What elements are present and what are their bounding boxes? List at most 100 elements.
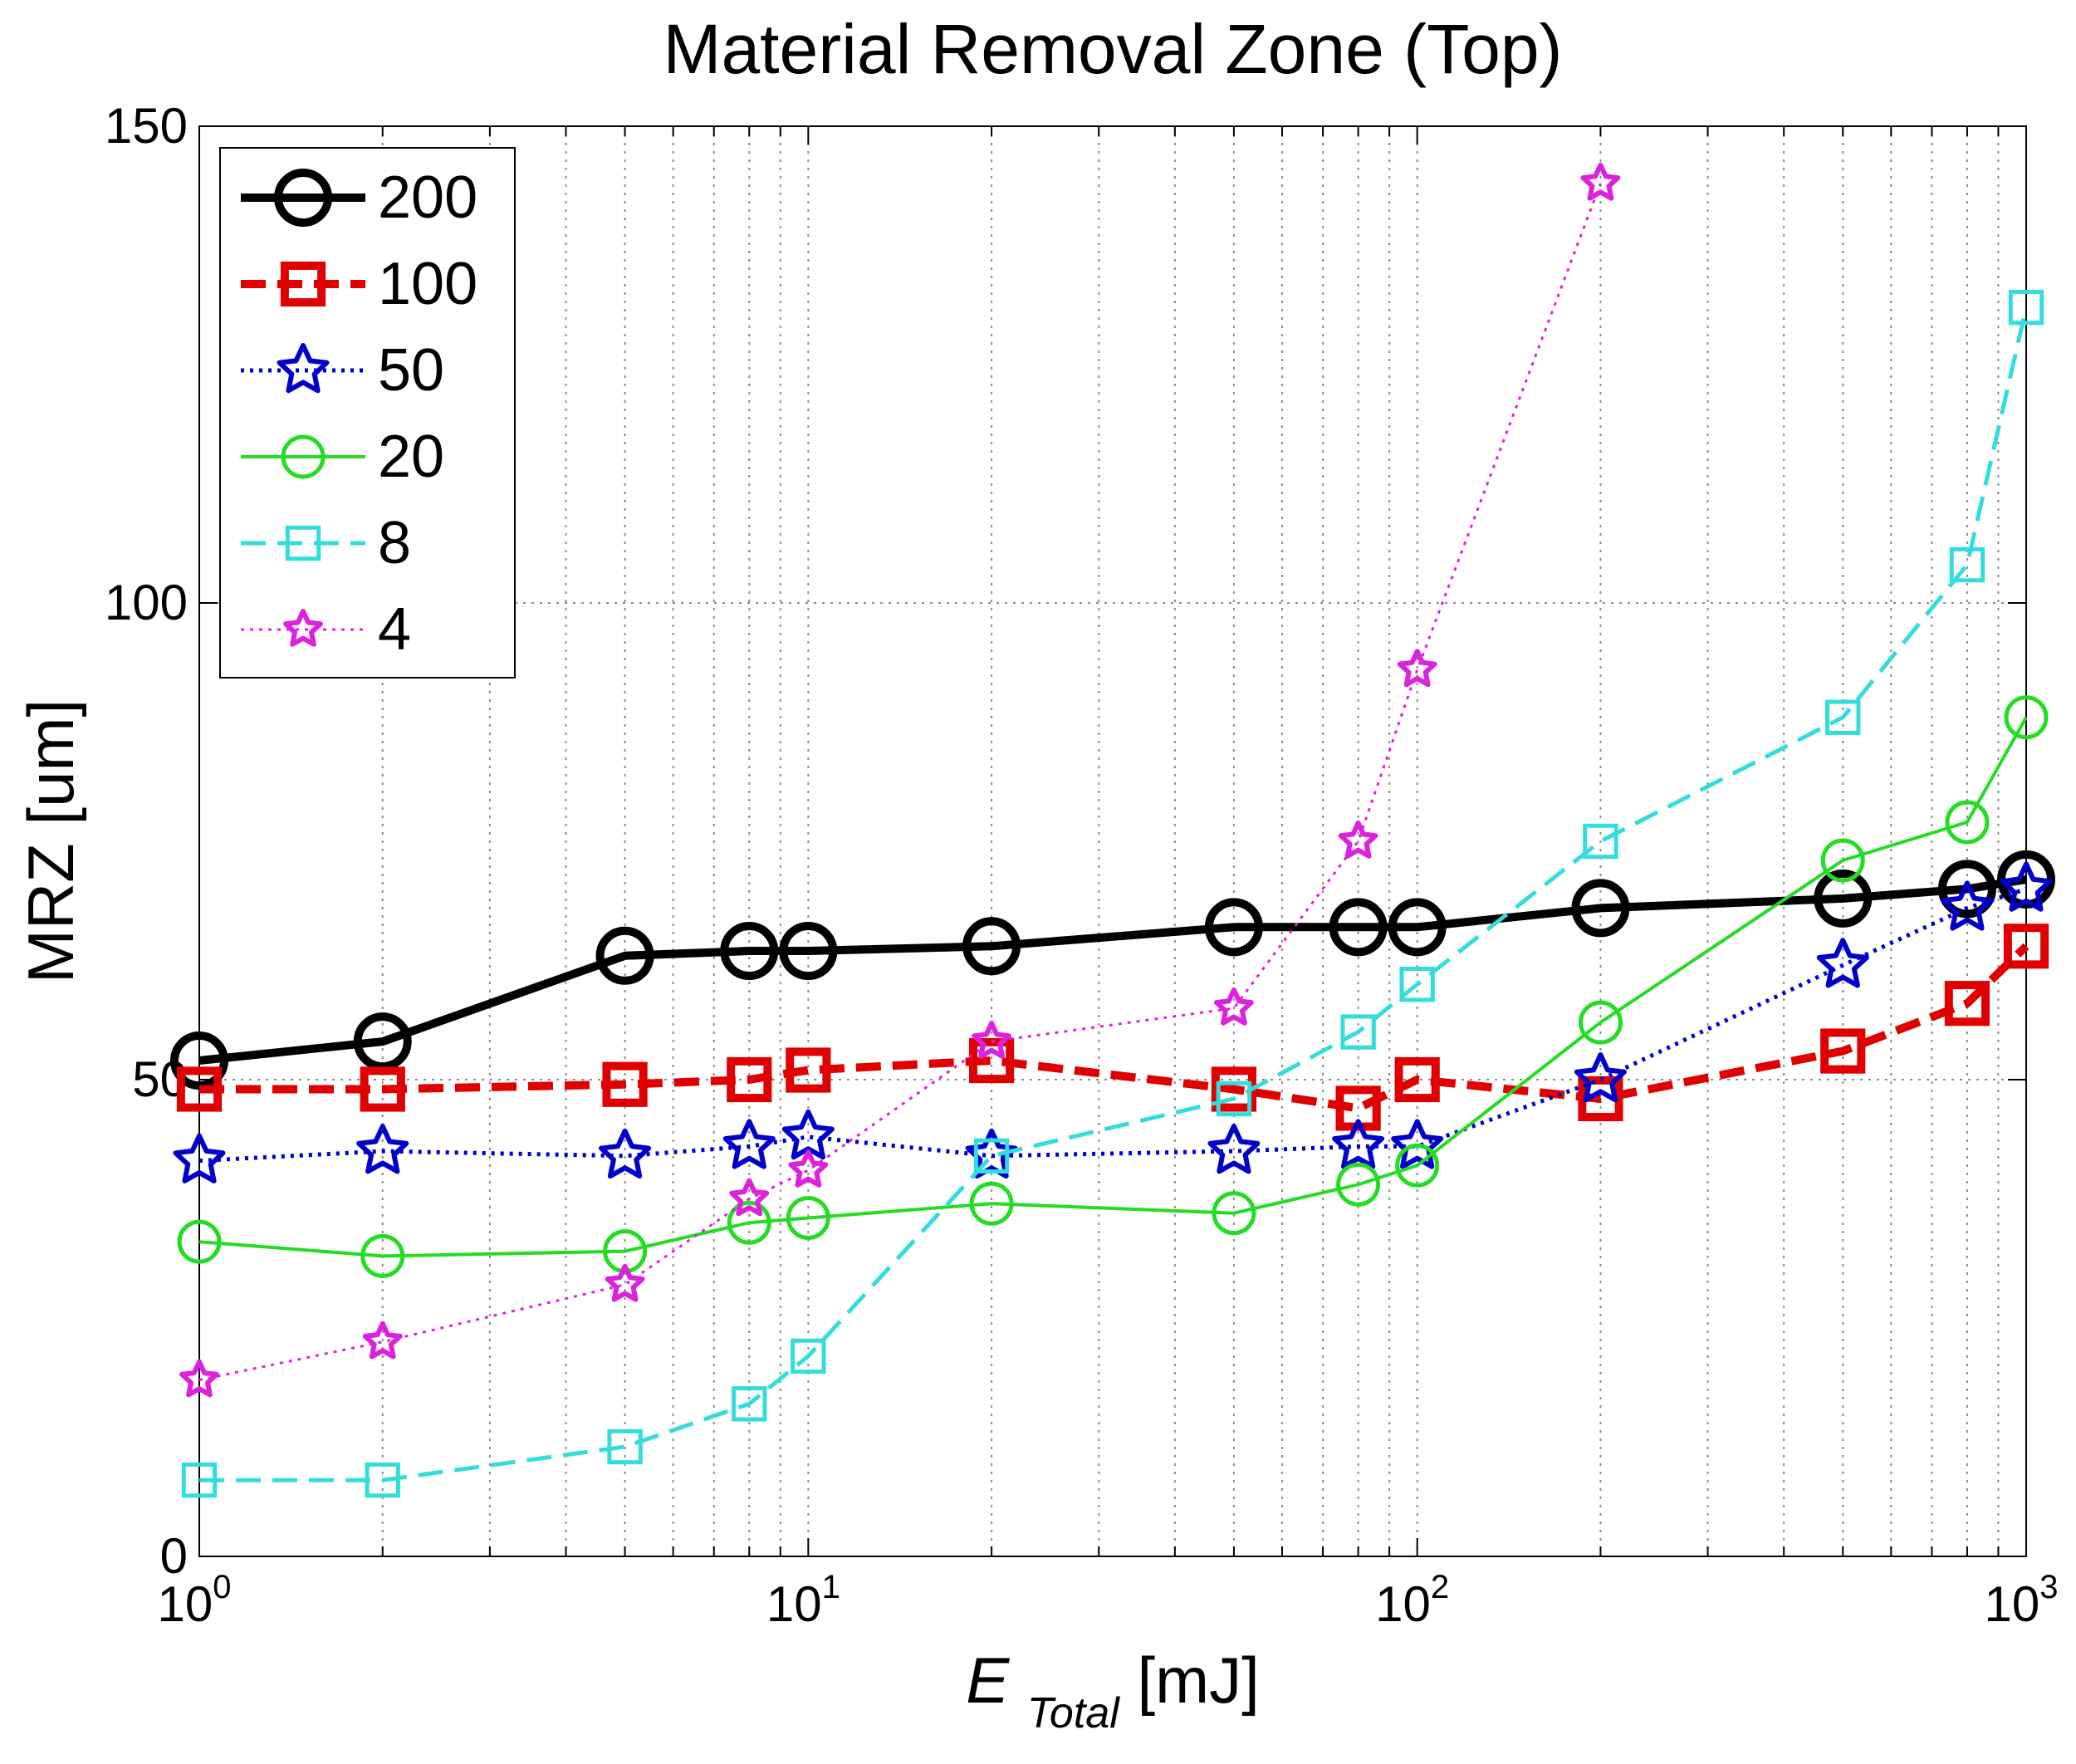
legend-item: 20: [241, 424, 444, 490]
data-point-100: [1820, 1028, 1866, 1074]
data-point-4: [605, 1263, 645, 1302]
x-tick-label: 103: [1985, 1569, 2059, 1632]
x-tick-label-base: 10: [766, 1576, 822, 1632]
data-point-20: [1820, 838, 1865, 883]
y-axis-label: MRZ [um]: [14, 699, 87, 983]
data-point-8: [181, 1462, 218, 1498]
data-point-8: [1825, 699, 1861, 735]
series-line-50: [198, 887, 2027, 1164]
legend-label: 100: [378, 251, 477, 317]
data-point-50: [1332, 1119, 1385, 1169]
series-200: [170, 850, 2055, 1090]
data-point-50: [1941, 880, 1994, 931]
legend-marker-20: [281, 434, 326, 479]
data-point-4: [1338, 821, 1378, 859]
series-line-100: [199, 943, 2029, 1113]
legend-marker-4: [283, 609, 323, 647]
data-point-50: [1391, 1119, 1444, 1169]
legend-marker-8: [285, 525, 321, 561]
data-point-100: [360, 1066, 405, 1112]
data-point-8: [791, 1338, 826, 1374]
data-point-8: [732, 1386, 767, 1422]
data-point-4: [362, 1321, 403, 1360]
series-line-20: [198, 716, 2028, 1258]
data-point-20: [1578, 1000, 1623, 1045]
x-axis-label: E Total [mJ]: [966, 1644, 1260, 1742]
x-tick-label: 101: [766, 1569, 840, 1632]
x-axis-label-unit: [mJ]: [1137, 1644, 1259, 1717]
data-point-8: [1583, 823, 1618, 860]
y-tick-label: 0: [160, 1528, 188, 1584]
series-8: [181, 289, 2044, 1498]
legend-label: 20: [378, 424, 444, 490]
x-axis-label-sub: Total: [1027, 1689, 1120, 1737]
data-point-200: [1937, 860, 1996, 919]
data-point-200: [353, 1012, 412, 1071]
data-point-100: [968, 1037, 1015, 1084]
data-point-20: [2004, 695, 2049, 740]
data-point-200: [1571, 879, 1630, 938]
x-tick-label-base: 10: [1375, 1576, 1431, 1632]
data-point-20: [1336, 1162, 1381, 1207]
series-line-8: [199, 306, 2029, 1482]
data-point-4: [179, 1359, 219, 1398]
y-tick-label: 150: [105, 98, 188, 154]
data-point-50: [356, 1124, 409, 1174]
data-point-200: [1329, 898, 1388, 957]
legend-marker-200: [274, 169, 332, 227]
data-point-20: [1212, 1191, 1256, 1236]
grid-layer: [199, 126, 2026, 1556]
data-point-100: [1944, 981, 1990, 1027]
data-point-50: [599, 1128, 652, 1179]
plot-frame: [198, 125, 2027, 1557]
series-layer: [170, 162, 2055, 1498]
data-point-200: [779, 922, 838, 981]
data-point-4: [972, 1021, 1011, 1059]
data-point-100: [176, 1066, 223, 1112]
data-point-50: [1816, 938, 1869, 988]
data-point-8: [1340, 1014, 1376, 1050]
data-point-8: [1399, 967, 1435, 1002]
legend-item: 100: [241, 251, 477, 317]
legend: 200 100 50 20 8 4: [219, 147, 516, 679]
legend-item: 200: [241, 164, 477, 231]
data-point-200: [962, 917, 1021, 976]
data-point-200: [595, 926, 654, 985]
x-tick-label-exp: 2: [1431, 1569, 1449, 1605]
data-point-20: [727, 1200, 771, 1245]
x-tick-label: 102: [1375, 1569, 1449, 1632]
legend-label: 4: [378, 596, 411, 663]
series-50: [173, 861, 2053, 1183]
series-4: [179, 162, 1621, 1398]
x-tick-label: 100: [158, 1569, 232, 1632]
data-point-100: [1578, 1076, 1623, 1122]
data-point-8: [973, 1138, 1010, 1174]
data-point-50: [1574, 1052, 1627, 1103]
data-point-4: [1214, 987, 1254, 1026]
data-point-200: [1204, 898, 1263, 957]
legend-entries: 200 100 50 20 8 4: [241, 164, 477, 663]
legend-box: [219, 147, 516, 679]
data-point-100: [786, 1047, 831, 1093]
data-point-20: [177, 1219, 222, 1264]
legend-label: 200: [378, 164, 477, 231]
data-point-20: [969, 1181, 1014, 1226]
data-point-8: [2008, 289, 2044, 326]
data-point-8: [607, 1428, 643, 1465]
legend-label: 50: [378, 337, 444, 404]
x-tick-label-exp: 3: [2039, 1569, 2058, 1605]
data-point-100: [2003, 924, 2049, 969]
data-point-100: [602, 1061, 648, 1107]
data-point-200: [1814, 869, 1873, 928]
data-point-20: [786, 1195, 830, 1240]
data-point-50: [722, 1119, 776, 1169]
data-point-8: [1949, 546, 1985, 583]
data-point-200: [720, 922, 779, 981]
data-point-50: [965, 1128, 1018, 1179]
legend-marker-50: [277, 343, 330, 394]
legend-item: 50: [241, 337, 444, 404]
data-point-100: [727, 1056, 772, 1103]
data-point-4: [1580, 162, 1621, 201]
